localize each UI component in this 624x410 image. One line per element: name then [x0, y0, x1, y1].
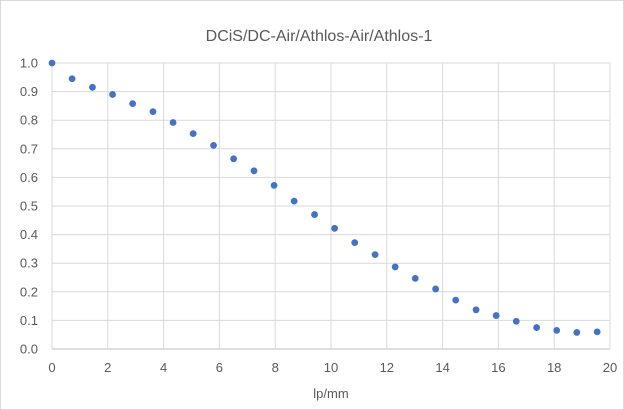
x-tick-label: 8: [272, 360, 279, 375]
y-tick-label: 0.8: [20, 113, 38, 128]
y-tick-label: 0.0: [20, 342, 38, 357]
data-point: [331, 224, 339, 232]
x-tick-label: 0: [48, 360, 55, 375]
x-tick-label: 16: [491, 360, 505, 375]
x-tick-label: 14: [435, 360, 449, 375]
data-point: [553, 327, 561, 334]
data-point: [270, 182, 278, 189]
data-point: [189, 130, 197, 138]
data-point: [512, 317, 520, 325]
data-point: [210, 141, 217, 149]
x-tick-label: 12: [380, 360, 394, 375]
y-axis-ticks: 0.0 0.1 0.2 0.3 0.4 0.5 0.6 0.7 0.8 0.9 1.0: [20, 56, 38, 357]
data-point: [492, 312, 500, 319]
data-point: [230, 155, 238, 163]
y-tick-label: 0.3: [20, 256, 38, 271]
y-tick-label: 0.4: [20, 227, 38, 242]
data-point: [533, 324, 541, 331]
y-tick-label: 0.1: [20, 313, 38, 328]
data-point: [311, 211, 318, 218]
y-tick-label: 1.0: [20, 56, 38, 71]
x-axis-ticks: 0 2 4 6 8 10 12 14 16 18 20: [48, 360, 617, 375]
data-point: [68, 75, 76, 83]
data-points: [48, 59, 601, 336]
data-point: [371, 251, 379, 259]
data-point: [89, 83, 96, 91]
y-tick-label: 0.6: [20, 170, 38, 185]
data-point: [593, 328, 601, 336]
y-tick-label: 0.7: [20, 141, 38, 156]
y-tick-label: 0.9: [20, 84, 38, 99]
chart-title: DCiS/DC-Air/Athlos-Air/Athlos-1: [206, 28, 433, 45]
y-tick-label: 0.5: [20, 199, 38, 214]
data-point: [109, 91, 116, 98]
x-tick-label: 20: [603, 360, 617, 375]
x-tick-label: 2: [104, 360, 111, 375]
data-point: [351, 239, 359, 247]
data-point: [169, 119, 177, 126]
data-point: [411, 274, 419, 282]
x-tick-label: 10: [324, 360, 338, 375]
x-axis-title: lp/mm: [313, 386, 348, 401]
data-point: [290, 197, 298, 205]
y-tick-label: 0.2: [20, 284, 38, 299]
data-point: [129, 100, 137, 108]
x-tick-label: 18: [547, 360, 561, 375]
data-point: [452, 296, 460, 304]
data-point: [250, 167, 258, 175]
data-point: [48, 59, 56, 67]
x-tick-label: 4: [160, 360, 167, 375]
data-point: [149, 108, 157, 116]
data-point: [472, 306, 480, 314]
x-tick-label: 6: [216, 360, 223, 375]
data-point: [573, 329, 581, 336]
data-point: [391, 263, 399, 271]
gridlines: [51, 62, 611, 350]
data-point: [432, 285, 440, 293]
